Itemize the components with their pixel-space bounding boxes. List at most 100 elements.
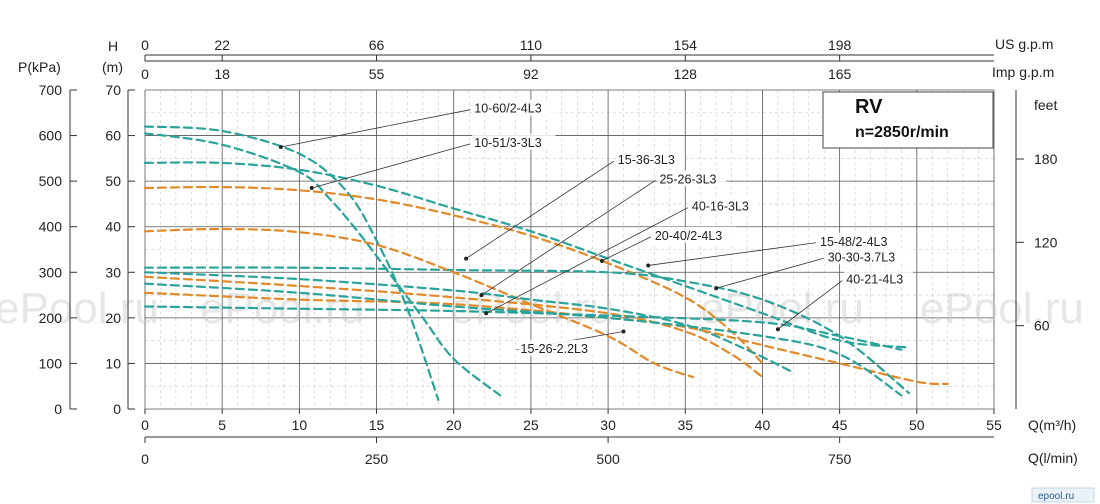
curve-label-10-51-3-3l3: 10-51/3-3L3 <box>474 136 541 150</box>
curve-label-bg-40-21-4l3 <box>844 270 914 287</box>
curve-15-36-3l3 <box>143 161 911 349</box>
m3h-tick-label: 25 <box>523 417 539 433</box>
m3h-tick-label: 30 <box>600 417 616 433</box>
leader-line-20-40-2-4l3 <box>601 236 652 262</box>
head-tick-label: 20 <box>105 310 121 326</box>
m3h-tick-label: 45 <box>832 417 848 433</box>
lmin-tick-label: 500 <box>596 451 620 467</box>
leader-line-15-36-3l3 <box>465 160 615 259</box>
imp-gpm-tick-label: 128 <box>674 66 698 82</box>
leader-dot-15-26-2-2l3 <box>621 329 626 334</box>
curve-label-20-40-2-4l3: 20-40/2-4L3 <box>655 229 722 243</box>
curve-40-16-3l3 <box>143 266 911 395</box>
curve-label-bg-15-36-3l3 <box>615 151 685 168</box>
feet-unit-label: feet <box>1034 97 1057 113</box>
leader-dot-25-26-3l3 <box>479 293 484 298</box>
head-tick-label: 60 <box>105 128 121 144</box>
curve-25-26-3l3 <box>143 185 764 365</box>
imp-gpm-label: Imp g.p.m <box>992 64 1054 80</box>
kpa-tick-label: 700 <box>39 82 63 98</box>
curve-label-25-26-3l3: 25-26-3L3 <box>659 172 716 186</box>
m3h-tick-label: 5 <box>218 417 226 433</box>
us-gpm-label: US g.p.m <box>995 36 1053 52</box>
kpa-tick-label: 100 <box>39 355 63 371</box>
curve-label-40-16-3l3: 40-16-3L3 <box>692 200 749 214</box>
curve-label-bg-25-26-3l3 <box>657 170 727 187</box>
m3h-tick-label: 40 <box>755 417 771 433</box>
leader-dot-20-40-2-4l3 <box>599 258 604 263</box>
footer-logo: epool.ru <box>1031 487 1095 503</box>
head-tick-label: 0 <box>113 401 121 417</box>
curve-label-15-36-3l3: 15-36-3L3 <box>618 153 675 167</box>
leader-line-25-26-3l3 <box>481 179 656 296</box>
m3h-tick-label: 15 <box>369 417 385 433</box>
kpa-tick-label: 200 <box>39 310 63 326</box>
chart-subtitle: n=2850r/min <box>855 124 949 141</box>
us-gpm-tick-label: 154 <box>674 37 698 53</box>
leader-dot-40-16-3l3 <box>484 311 489 316</box>
us-gpm-tick-label: 0 <box>141 37 149 53</box>
us-gpm-tick-label: 66 <box>369 37 385 53</box>
head-tick-label: 50 <box>105 173 121 189</box>
axis-unit-labels: P(kPa) H (m) feet US g.p.m Imp g.p.m Q(m… <box>18 36 1078 466</box>
m3h-tick-label: 10 <box>292 417 308 433</box>
curve-10-51-3-3l3 <box>143 132 502 397</box>
leader-line-10-51-3-3l3 <box>311 143 471 189</box>
m3h-tick-label: 0 <box>141 417 149 433</box>
curve-label-15-48-2-4l3: 15-48/2-4L3 <box>820 235 887 249</box>
leader-line-15-48-2-4l3 <box>648 242 817 266</box>
pressure-unit-label: P(kPa) <box>18 59 61 75</box>
kpa-tick-label: 600 <box>39 128 63 144</box>
leader-line-40-21-4l3 <box>777 280 843 330</box>
axes: 0100200300400500600700010203040506070601… <box>39 37 1058 467</box>
curve-label-bg-15-48-2-4l3 <box>818 232 902 249</box>
curve-label-bg-20-40-2-4l3 <box>652 226 737 243</box>
curve-15-26-2-2l3 <box>143 282 903 397</box>
us-gpm-tick-label: 198 <box>828 37 852 53</box>
leader-dot-10-60-2-4l3 <box>278 144 283 149</box>
us-gpm-tick-label: 110 <box>520 37 543 53</box>
curve-label-bg-10-60-2-4l3 <box>472 99 556 116</box>
leader-dot-15-36-3l3 <box>464 256 469 261</box>
watermark-1: ePool.ru <box>0 284 159 333</box>
m3h-tick-label: 50 <box>909 417 925 433</box>
leader-line-40-16-3l3 <box>485 207 689 314</box>
leader-dot-40-21-4l3 <box>775 327 780 332</box>
leader-dot-30-30-3-7l3 <box>714 286 719 291</box>
feet-tick-label: 120 <box>1034 234 1058 250</box>
footer-logo-box <box>1031 487 1095 503</box>
curve-label-bg-40-16-3l3 <box>689 197 759 214</box>
footer-logo-text: epool.ru <box>1038 491 1074 502</box>
imp-gpm-tick-label: 18 <box>214 66 230 82</box>
curve-unlabeled-10 <box>143 305 903 351</box>
m3h-tick-label: 55 <box>986 417 1002 433</box>
title-box-frame <box>822 91 994 149</box>
feet-tick-label: 180 <box>1034 151 1058 167</box>
leader-line-10-60-2-4l3 <box>280 109 471 148</box>
head-tick-label: 10 <box>105 355 121 371</box>
feet-tick-label: 60 <box>1034 318 1050 334</box>
curve-label-leaders: 10-60/2-4L3 10-51/3-3L3 15-36-3L3 25-26-3L3… <box>278 99 914 356</box>
curve-label-bg-10-51-3-3l3 <box>472 133 556 150</box>
us-gpm-tick-label: 22 <box>214 37 230 53</box>
curve-label-40-21-4l3: 40-21-4L3 <box>846 273 903 287</box>
chart-title: RV <box>855 96 883 118</box>
head-tick-label: 40 <box>105 219 121 235</box>
curve-15-48-2-4l3 <box>143 271 795 374</box>
kpa-tick-label: 0 <box>54 401 62 417</box>
head-label: H <box>108 38 118 54</box>
lmin-tick-label: 250 <box>365 451 389 467</box>
leader-dot-15-48-2-4l3 <box>646 263 651 268</box>
curve-label-15-26-2-2l3: 15-26-2.2L3 <box>521 342 588 356</box>
imp-gpm-tick-label: 92 <box>523 66 539 82</box>
kpa-tick-label: 500 <box>39 173 63 189</box>
flow-lmin-label: Q(l/min) <box>1028 450 1078 466</box>
imp-gpm-tick-label: 0 <box>141 66 149 82</box>
kpa-tick-label: 400 <box>39 219 63 235</box>
watermark-5: ePool.ru <box>920 284 1084 333</box>
imp-gpm-tick-label: 55 <box>369 66 385 82</box>
lmin-tick-label: 0 <box>141 451 149 467</box>
curve-label-30-30-3-7l3: 30-30-3.7L3 <box>828 250 895 264</box>
lmin-tick-label: 750 <box>828 451 852 467</box>
imp-gpm-tick-label: 165 <box>828 66 852 82</box>
